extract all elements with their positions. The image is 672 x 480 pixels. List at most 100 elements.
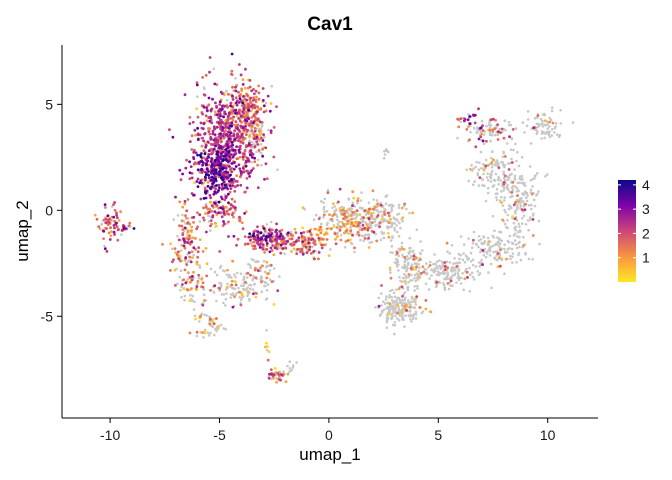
cell-point-expressed <box>249 241 253 245</box>
cell-point-unexpressed <box>461 272 465 275</box>
cell-point-expressed <box>213 159 217 162</box>
cell-point-unexpressed <box>267 264 271 268</box>
cell-point-expressed <box>273 246 277 250</box>
cell-point-expressed <box>222 211 226 215</box>
cell-point-expressed <box>252 114 256 118</box>
cell-point-expressed <box>223 183 227 187</box>
cell-point-expressed <box>226 118 230 122</box>
cell-point-unexpressed <box>494 172 498 176</box>
cell-point-expressed <box>180 243 184 247</box>
cell-point-expressed <box>367 217 371 221</box>
cell-point-expressed <box>338 206 342 210</box>
cell-point-expressed <box>325 227 329 231</box>
cell-point-expressed <box>224 167 228 170</box>
cell-point-unexpressed <box>537 190 540 193</box>
cell-point-expressed <box>351 190 355 194</box>
cell-point-unexpressed <box>242 275 246 279</box>
cell-point-unexpressed <box>491 214 495 218</box>
cell-point-unexpressed <box>388 268 392 272</box>
cell-point-unexpressed <box>559 109 562 112</box>
cell-point-expressed <box>230 52 234 56</box>
cell-point-unexpressed <box>398 298 402 302</box>
cell-point-unexpressed <box>207 214 210 218</box>
cell-point-unexpressed <box>475 131 479 134</box>
cell-point-expressed <box>256 230 260 234</box>
cell-point-expressed <box>230 153 233 156</box>
cell-point-unexpressed <box>218 266 222 270</box>
cell-point-expressed <box>184 236 188 240</box>
cell-point-unexpressed <box>437 280 441 284</box>
cell-point-expressed <box>222 164 225 168</box>
cell-point-unexpressed <box>397 318 401 322</box>
cell-point-expressed <box>183 93 187 97</box>
cell-point-unexpressed <box>482 142 486 145</box>
cell-point-expressed <box>275 380 278 384</box>
cell-point-unexpressed <box>170 247 174 250</box>
cell-point-unexpressed <box>488 249 492 253</box>
cell-point-expressed <box>107 220 111 224</box>
cell-point-unexpressed <box>519 201 522 205</box>
cell-point-unexpressed <box>252 274 255 278</box>
cell-point-unexpressed <box>353 205 357 208</box>
cell-point-expressed <box>196 126 200 130</box>
cell-point-unexpressed <box>195 282 199 286</box>
cell-point-expressed <box>213 190 217 194</box>
plot-title: Cav1 <box>307 14 353 35</box>
cell-point-unexpressed <box>514 212 517 215</box>
cell-point-unexpressed <box>360 234 364 238</box>
cell-point-unexpressed <box>488 254 492 257</box>
cell-point-expressed <box>532 126 535 130</box>
cell-point-unexpressed <box>433 267 437 270</box>
cell-point-unexpressed <box>382 205 385 208</box>
cell-point-unexpressed <box>489 180 493 183</box>
cell-point-unexpressed <box>265 265 268 269</box>
cell-point-expressed <box>474 145 478 149</box>
cell-point-expressed <box>240 104 244 107</box>
cell-point-unexpressed <box>172 218 175 221</box>
cell-point-unexpressed <box>393 303 397 306</box>
cell-point-expressed <box>222 220 225 223</box>
cell-point-unexpressed <box>389 271 392 275</box>
cell-point-expressed <box>198 133 202 137</box>
cell-point-expressed <box>196 177 200 181</box>
cell-point-expressed <box>235 243 238 247</box>
cell-point-expressed <box>244 210 248 214</box>
cell-point-expressed <box>188 234 191 238</box>
cell-point-unexpressed <box>503 243 507 246</box>
cell-point-unexpressed <box>265 348 269 352</box>
cell-point-unexpressed <box>235 291 238 295</box>
cell-point-unexpressed <box>511 242 515 245</box>
cell-point-unexpressed <box>486 179 490 182</box>
cell-point-unexpressed <box>385 320 389 324</box>
cell-point-unexpressed <box>548 135 552 139</box>
cell-point-unexpressed <box>260 125 264 128</box>
cell-point-expressed <box>264 162 268 166</box>
cell-point-expressed <box>255 140 259 144</box>
cell-point-unexpressed <box>404 276 408 280</box>
cell-point-expressed <box>276 372 280 376</box>
cell-point-unexpressed <box>209 229 212 232</box>
cell-point-unexpressed <box>264 298 268 301</box>
cell-point-expressed <box>253 145 257 149</box>
cell-point-expressed <box>226 140 229 143</box>
cell-point-expressed <box>208 200 212 204</box>
cell-point-expressed <box>207 96 211 100</box>
cell-point-unexpressed <box>496 236 499 239</box>
cell-point-expressed <box>192 162 196 166</box>
cell-point-unexpressed <box>473 180 476 183</box>
cell-point-unexpressed <box>503 165 506 169</box>
cell-point-expressed <box>221 205 225 208</box>
cell-point-unexpressed <box>413 306 417 310</box>
cell-point-unexpressed <box>403 325 406 328</box>
x-axis-ticks: -10 -5 0 5 10 <box>100 418 556 443</box>
cell-point-unexpressed <box>393 332 396 336</box>
cell-point-expressed <box>249 96 253 100</box>
cell-point-expressed <box>202 218 206 222</box>
cell-point-unexpressed <box>360 191 363 194</box>
cell-point-expressed <box>227 235 230 238</box>
cell-point-unexpressed <box>500 258 504 262</box>
cell-point-unexpressed <box>198 320 201 323</box>
cell-point-expressed <box>278 237 282 241</box>
cell-point-expressed <box>202 139 206 143</box>
cell-point-expressed <box>218 103 222 106</box>
